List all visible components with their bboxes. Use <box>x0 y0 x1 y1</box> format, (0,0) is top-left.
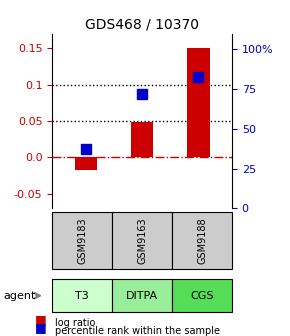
Text: T3: T3 <box>75 291 89 301</box>
Text: ■: ■ <box>35 312 47 326</box>
Point <box>84 146 88 152</box>
Point <box>196 75 201 80</box>
Text: ■: ■ <box>35 321 47 334</box>
Text: GSM9163: GSM9163 <box>137 217 147 263</box>
Text: DITPA: DITPA <box>126 291 158 301</box>
Bar <box>75 157 97 170</box>
Text: agent: agent <box>3 291 35 301</box>
Text: log ratio: log ratio <box>55 318 95 328</box>
Title: GDS468 / 10370: GDS468 / 10370 <box>85 17 199 31</box>
Bar <box>187 48 210 157</box>
Text: GSM9188: GSM9188 <box>197 217 207 263</box>
Text: percentile rank within the sample: percentile rank within the sample <box>55 326 220 336</box>
Point <box>140 91 144 97</box>
Text: GSM9183: GSM9183 <box>77 217 87 263</box>
Bar <box>131 122 153 157</box>
Text: CGS: CGS <box>190 291 214 301</box>
